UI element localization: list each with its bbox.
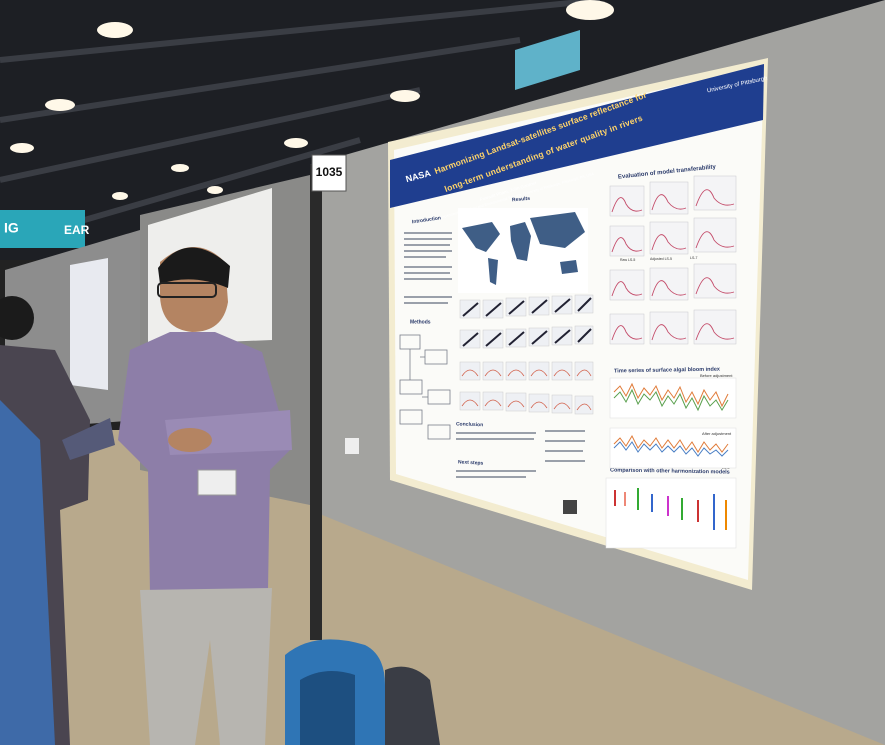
bag [385,666,440,745]
section-heading: Next steps [458,459,484,466]
title-band [390,64,764,208]
section-heading: Time series of surface algal bloom index [614,367,721,375]
transferability-panels [609,175,737,345]
ceiling-lights [10,0,614,200]
text-lines [404,232,585,478]
board-post [310,162,322,640]
panel-label: After adjustment [702,431,732,436]
time-series [613,434,729,453]
poster-far [70,258,108,390]
time-series [613,382,729,408]
scatter-panels [459,294,594,415]
time-series [613,441,729,457]
section-heading: Results [512,196,531,204]
legend-entry: LS-7 [690,256,697,260]
ceiling-beams [0,0,601,233]
section-heading: Introduction [412,215,442,225]
time-series [613,388,729,412]
legend-entry: Adjusted LS-5 [650,257,672,261]
map [462,212,585,285]
time-series-panel [609,377,737,419]
person-presenter [118,247,292,745]
legend-entry: Raw LS-5 [620,258,635,262]
badge [197,469,237,496]
comparison-panel [605,477,737,549]
banner-text: EAR [64,223,90,237]
banner [0,210,85,248]
section-heading: Conclusion [456,421,483,428]
booth-sign [311,154,347,192]
person-left [0,296,115,745]
comparison-markers [614,488,727,530]
banner-text: IG [4,220,19,236]
section-heading: Methods [410,319,431,325]
cup [345,438,359,454]
time-series-panel [609,427,737,469]
sign [515,30,580,90]
qr-code [563,500,577,514]
booth-number: 1035 [316,165,343,179]
panel-label: Before adjustment [700,373,733,378]
flowchart [399,334,451,440]
backpack-pocket [300,671,355,745]
section-heading: Comparison with other harmonization mode… [610,467,730,475]
